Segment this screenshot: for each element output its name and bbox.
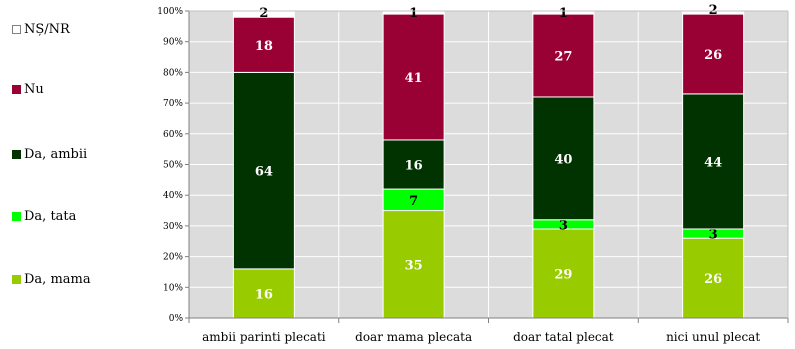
legend-item: Nu (12, 82, 44, 97)
data-label: 64 (255, 165, 273, 180)
legend-swatch (12, 212, 21, 221)
data-label: 41 (405, 71, 423, 86)
y-tick-label: 50% (163, 161, 183, 171)
x-tick-label: doar mama plecata (355, 330, 472, 344)
data-label: 3 (709, 228, 718, 243)
data-label: 29 (554, 267, 572, 282)
y-tick-label: 40% (163, 191, 183, 201)
y-tick-label: 90% (163, 38, 183, 48)
bar-segment (232, 16, 295, 73)
legend-label: Nu (24, 82, 44, 97)
y-tick-label: 20% (163, 253, 183, 263)
legend-label: Da, mama (24, 272, 91, 287)
axes: 0% 10% 20% 30% 40% 50% 60% 70% 80% 90% 100% ambii p… (157, 7, 789, 344)
data-label: 40 (554, 152, 572, 167)
data-label: 44 (704, 155, 722, 170)
data-label: 7 (409, 194, 418, 209)
y-tick-label: 30% (163, 222, 183, 232)
data-label: 16 (255, 287, 273, 302)
bars: 16 64 18 2 35 7 16 41 1 29 3 40 27 1 26 3 44 26 2 (232, 3, 745, 319)
y-tick-label: 60% (163, 130, 183, 140)
legend-label: NȘ/NR (24, 22, 70, 37)
data-label: 18 (255, 39, 273, 54)
legend-item: Da, tata (12, 209, 76, 224)
data-label: 2 (709, 3, 718, 18)
bar-segment (232, 71, 295, 270)
x-tick-label: doar tatal plecat (513, 330, 614, 344)
data-label: 26 (704, 48, 722, 63)
legend-swatch (12, 150, 21, 159)
legend-item: NȘ/NR (12, 22, 70, 37)
x-tick-label: nici unul plecat (666, 330, 760, 344)
data-label: 26 (704, 272, 722, 287)
data-label: 35 (405, 258, 423, 273)
y-tick-label: 10% (163, 283, 183, 293)
bar-segment (382, 13, 445, 141)
x-tick-label: ambii parinti plecati (202, 330, 326, 344)
data-label: 27 (554, 50, 572, 65)
data-label: 16 (405, 159, 423, 174)
y-tick-label: 100% (157, 7, 183, 17)
bar-segment (532, 13, 595, 98)
legend-item: Da, ambii (12, 147, 87, 162)
bar-segment (382, 139, 445, 190)
data-label: 1 (409, 6, 418, 21)
legend-swatch (12, 275, 21, 284)
bar-segment (532, 228, 595, 319)
legend-swatch (12, 85, 21, 94)
legend-swatch (12, 25, 21, 34)
y-tick-label: 70% (163, 99, 183, 109)
legend-label: Da, tata (24, 209, 77, 224)
data-label: 1 (559, 6, 568, 21)
bar-segment (682, 13, 745, 95)
bar-segment (232, 268, 295, 319)
data-label: 2 (259, 6, 268, 21)
bar-segment (682, 93, 745, 230)
data-label: 3 (559, 218, 568, 233)
legend-item: Da, mama (12, 272, 91, 287)
y-tick-label: 80% (163, 68, 183, 78)
legend-label: Da, ambii (24, 147, 88, 162)
y-tick-label: 0% (169, 314, 184, 324)
